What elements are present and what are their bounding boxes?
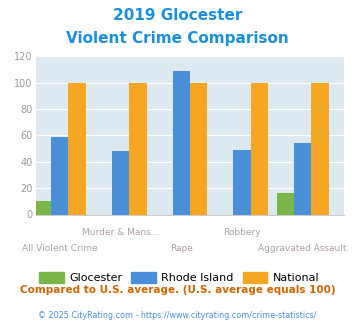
Bar [277, 193, 294, 214]
Bar [190, 82, 207, 214]
Bar [112, 151, 129, 214]
Bar [69, 82, 86, 214]
Bar [311, 82, 329, 214]
Text: © 2025 CityRating.com - https://www.cityrating.com/crime-statistics/: © 2025 CityRating.com - https://www.city… [38, 311, 317, 320]
Text: Aggravated Assault: Aggravated Assault [258, 244, 347, 253]
Text: Rape: Rape [170, 244, 193, 253]
Bar [34, 201, 51, 214]
Text: 2019 Glocester: 2019 Glocester [113, 8, 242, 23]
Text: Robbery: Robbery [223, 228, 261, 237]
Bar [233, 150, 251, 214]
Bar [251, 82, 268, 214]
Legend: Glocester, Rhode Island, National: Glocester, Rhode Island, National [35, 268, 324, 287]
Text: All Violent Crime: All Violent Crime [22, 244, 98, 253]
Bar [129, 82, 147, 214]
Bar [51, 137, 69, 214]
Bar [173, 71, 190, 215]
Text: Compared to U.S. average. (U.S. average equals 100): Compared to U.S. average. (U.S. average … [20, 285, 335, 295]
Text: Violent Crime Comparison: Violent Crime Comparison [66, 31, 289, 46]
Text: Murder & Mans...: Murder & Mans... [82, 228, 159, 237]
Bar [294, 143, 311, 214]
